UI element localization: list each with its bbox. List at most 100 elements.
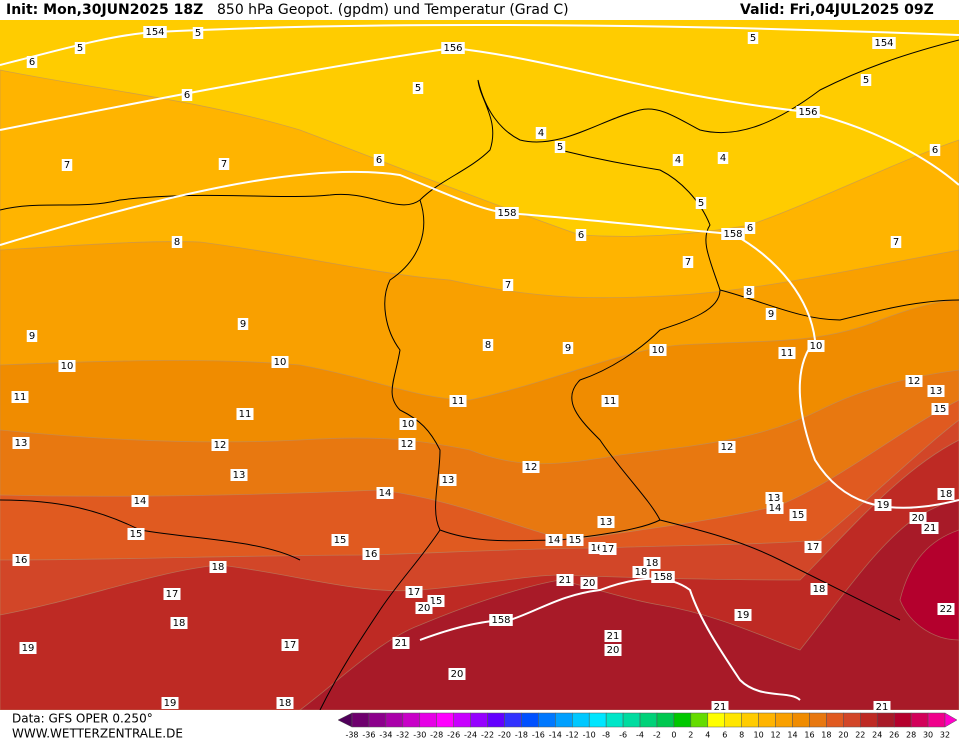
colorbar-swatch <box>860 712 878 728</box>
label-box <box>566 534 584 546</box>
colorbar-label: -10 <box>583 731 596 740</box>
label-box <box>651 571 675 583</box>
label-box <box>766 502 784 514</box>
contour-label: 10 <box>810 341 823 352</box>
contour-label: 10 <box>61 361 74 372</box>
colorbar-label: 24 <box>872 731 882 740</box>
label-box <box>937 603 955 615</box>
contour-label: 154 <box>874 38 893 49</box>
label-box <box>373 154 385 166</box>
colorbar-swatch <box>470 712 488 728</box>
label-box <box>74 42 86 54</box>
colorbar-label: -32 <box>396 731 409 740</box>
label-box <box>143 26 167 38</box>
colorbar-label: -34 <box>379 731 392 740</box>
colorbar-swatch <box>927 712 946 728</box>
colorbar-swatch <box>910 712 929 728</box>
label-box <box>211 439 229 451</box>
colorbar-swatch <box>826 712 844 728</box>
label-box <box>448 668 466 680</box>
colorbar-label: -28 <box>430 731 443 740</box>
label-box <box>695 197 707 209</box>
label-box <box>281 639 299 651</box>
init-time: Init: Mon,30JUN2025 18Z <box>6 2 203 18</box>
contour-label: 6 <box>747 223 753 234</box>
band <box>298 499 959 711</box>
contour-label: 18 <box>646 558 659 569</box>
label-box <box>556 574 574 586</box>
isohypse <box>0 170 959 509</box>
colorbar-label: -2 <box>653 731 661 740</box>
contour-label: 11 <box>604 396 617 407</box>
contour-label: 21 <box>924 523 937 534</box>
contour-label: 13 <box>15 438 28 449</box>
colorbar-label: -22 <box>481 731 494 740</box>
contour-label: 156 <box>443 43 462 54</box>
colorbar-swatch <box>707 712 725 728</box>
label-box <box>927 385 945 397</box>
contour-label: 6 <box>578 230 584 241</box>
contour-label: 6 <box>184 90 190 101</box>
colorbar-swatch <box>504 712 522 728</box>
contour-label: 18 <box>212 562 225 573</box>
label-box <box>230 469 248 481</box>
contour-label: 5 <box>77 43 83 54</box>
label-box <box>921 522 939 534</box>
colorbar-swatch <box>555 712 573 728</box>
colorbar-swatch <box>385 712 404 728</box>
contour-label: 14 <box>134 496 147 507</box>
contour-label: 19 <box>877 500 890 511</box>
contour-label: 158 <box>653 572 672 583</box>
label-box <box>276 697 294 709</box>
contour-label: 8 <box>746 287 752 298</box>
label-box <box>399 418 417 430</box>
label-box <box>778 347 796 359</box>
label-box <box>218 158 230 170</box>
label-box <box>744 222 756 234</box>
contour-label: 16 <box>591 543 604 554</box>
colorbar-swatch <box>809 712 827 728</box>
label-box <box>796 106 820 118</box>
contour-label: 9 <box>240 319 246 330</box>
label-box <box>12 437 30 449</box>
colorbar-label: 32 <box>940 731 950 740</box>
label-box <box>12 554 30 566</box>
label-box <box>718 441 736 453</box>
contour-label: 18 <box>940 489 953 500</box>
colorbar-swatch <box>656 712 675 728</box>
colorbar-label: -24 <box>464 731 477 740</box>
contour-label: 5 <box>698 198 704 209</box>
label-box <box>604 644 622 656</box>
label-box <box>209 561 227 573</box>
contour-label: 10 <box>652 345 665 356</box>
contour-label: 5 <box>557 142 563 153</box>
label-box <box>236 408 254 420</box>
colorbar-swatch <box>673 712 692 728</box>
isohypse <box>0 46 959 186</box>
label-box <box>362 548 380 560</box>
colorbar-label: -4 <box>636 731 644 740</box>
colorbar-label: 22 <box>855 731 865 740</box>
colorbar-label: -20 <box>498 731 511 740</box>
label-box <box>562 342 574 354</box>
label-box <box>170 617 188 629</box>
contour-label: 158 <box>497 208 516 219</box>
colorbar-swatch <box>538 712 556 728</box>
contour-label: 10 <box>402 419 415 430</box>
label-box <box>376 487 394 499</box>
label-box <box>26 330 38 342</box>
colorbar-swatch <box>453 712 471 728</box>
colorbar-swatch <box>724 712 742 728</box>
label-box <box>554 141 566 153</box>
label-box <box>765 308 777 320</box>
label-box <box>415 602 433 614</box>
label-box <box>522 461 540 473</box>
label-box <box>58 360 76 372</box>
contour-label: 14 <box>548 535 561 546</box>
colorbar-label: 18 <box>821 731 831 740</box>
label-box <box>171 236 183 248</box>
contour-label: 17 <box>284 640 297 651</box>
country-border <box>659 519 901 621</box>
